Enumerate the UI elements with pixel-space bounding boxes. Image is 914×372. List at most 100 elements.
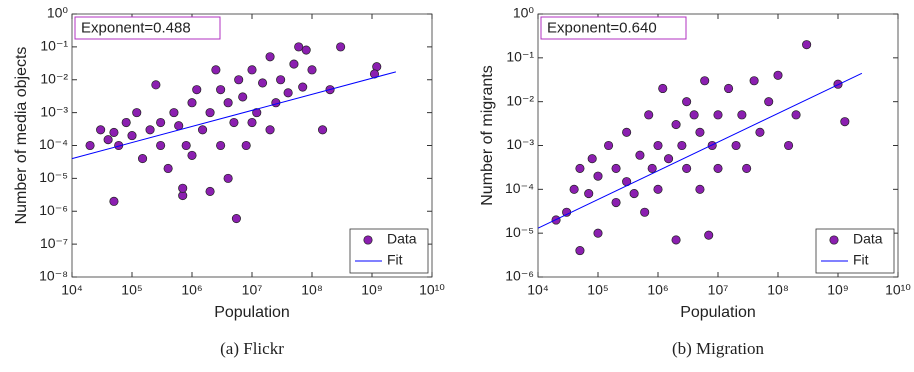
data-point <box>169 108 179 118</box>
data-point <box>749 76 759 86</box>
data-point <box>223 173 233 183</box>
x-tick-label: 10⁹ <box>361 282 383 298</box>
x-tick-label: 10⁴ <box>527 282 549 298</box>
data-point <box>265 125 275 135</box>
data-point <box>784 140 794 151</box>
data-point <box>241 140 251 151</box>
data-point <box>192 85 202 95</box>
data-point <box>707 140 717 151</box>
data-point <box>205 108 215 118</box>
legend-label: Data <box>387 231 417 247</box>
data-point <box>664 154 674 164</box>
fit-line <box>71 71 397 160</box>
data-point <box>198 125 208 135</box>
data-point <box>294 42 304 52</box>
data-point <box>276 75 286 85</box>
y-tick-label: 10⁻⁷ <box>40 235 68 251</box>
legend-label: Fit <box>387 252 403 268</box>
data-point <box>604 140 614 151</box>
legend-marker <box>363 235 373 245</box>
data-point <box>216 85 226 95</box>
x-tick-label: 10⁶ <box>181 282 202 298</box>
data-point <box>677 140 687 151</box>
legend-box <box>349 228 429 274</box>
data-point <box>234 75 244 85</box>
legend-box <box>815 228 895 274</box>
data-point <box>145 125 155 135</box>
data-point <box>216 140 226 151</box>
y-axis-label: Number of migrants <box>479 65 496 206</box>
data-point <box>238 92 248 102</box>
x-tick-label: 10⁵ <box>121 282 142 298</box>
data-point <box>181 140 191 151</box>
data-point <box>611 197 621 208</box>
y-tick-label: 10⁻⁶ <box>39 202 68 218</box>
annotation: Exponent=0.640 <box>547 19 657 36</box>
data-point <box>682 97 692 107</box>
data-point <box>301 45 311 55</box>
x-tick-label: 10⁷ <box>708 282 729 298</box>
data-point <box>247 65 257 75</box>
data-point <box>647 163 657 173</box>
data-point <box>336 42 346 52</box>
data-point <box>178 183 188 193</box>
data-point <box>156 140 166 151</box>
y-tick-label: 10⁻³ <box>40 103 68 119</box>
data-point <box>223 98 233 108</box>
data-point <box>724 83 734 94</box>
data-point <box>653 184 663 194</box>
data-point <box>713 110 723 120</box>
y-tick-label: 10⁰ <box>513 5 535 21</box>
y-tick-label: 10⁻¹ <box>40 38 68 54</box>
data-point <box>611 163 621 173</box>
fit-line <box>537 72 863 229</box>
x-tick-label: 10⁹ <box>827 282 849 298</box>
data-point <box>635 150 645 160</box>
y-tick-label: 10⁻² <box>40 70 68 86</box>
data-point <box>653 140 663 151</box>
data-point <box>700 76 710 86</box>
data-point <box>163 163 173 174</box>
data-point <box>644 110 654 120</box>
data-point <box>695 127 705 137</box>
data-point <box>187 150 197 160</box>
data-point <box>187 98 197 108</box>
data-point <box>658 83 668 94</box>
y-tick-label: 10⁻² <box>506 92 534 108</box>
legend-label: Fit <box>853 252 869 268</box>
data-point <box>247 117 257 128</box>
data-point <box>584 189 594 199</box>
data-point <box>593 228 603 238</box>
y-tick-label: 10⁻³ <box>506 136 534 152</box>
data-point <box>773 70 783 80</box>
data-point <box>174 121 184 131</box>
y-tick-label: 10⁻⁴ <box>505 180 534 196</box>
data-point <box>307 65 317 75</box>
y-tick-label: 10⁰ <box>47 5 69 21</box>
x-axis-label: Population <box>680 304 756 321</box>
data-point <box>96 125 106 135</box>
data-point <box>318 125 328 135</box>
data-point <box>682 163 692 173</box>
data-point <box>569 184 579 194</box>
legend-label: Data <box>853 231 883 247</box>
x-tick-label: 10⁸ <box>301 282 323 298</box>
data-point <box>695 184 705 194</box>
data-point <box>755 127 765 137</box>
data-point <box>731 140 741 151</box>
data-point <box>689 110 699 120</box>
data-point <box>742 163 752 173</box>
data-point <box>575 246 585 256</box>
data-point <box>587 154 597 164</box>
x-tick-label: 10¹⁰ <box>885 282 911 298</box>
data-point <box>114 140 124 151</box>
data-point <box>252 108 262 118</box>
caption: (a) Flickr <box>220 339 284 358</box>
data-point <box>298 82 308 92</box>
data-point <box>283 88 293 98</box>
y-tick-label: 10⁻⁵ <box>39 169 68 185</box>
x-tick-label: 10¹⁰ <box>419 282 445 298</box>
annotation-box <box>540 16 687 40</box>
y-tick-label: 10⁻⁸ <box>39 268 68 284</box>
